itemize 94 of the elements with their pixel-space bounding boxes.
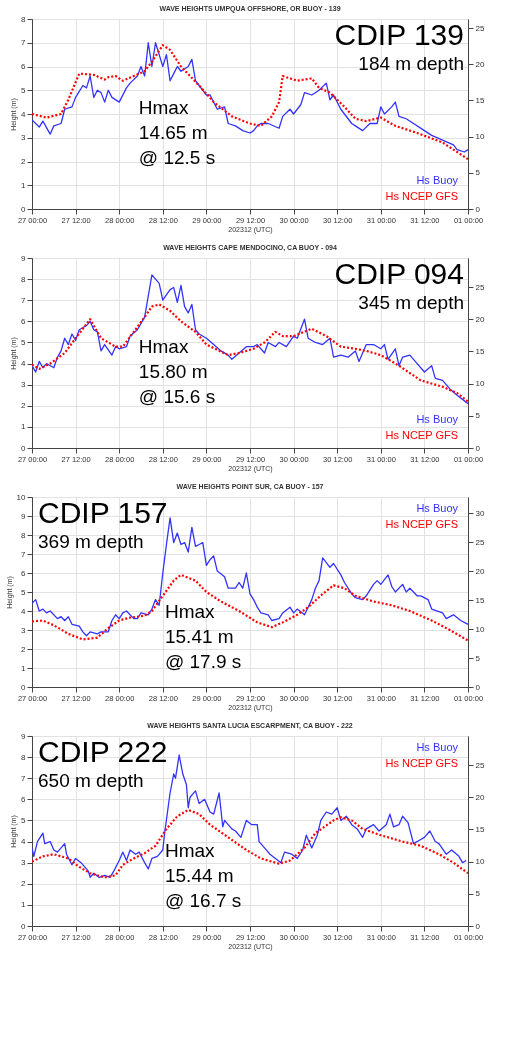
y-tick-label: 3 <box>21 625 27 635</box>
y-tick-label: 10 <box>16 492 27 502</box>
y-tick-label: 3 <box>21 858 27 868</box>
y-tick-label: 4 <box>21 109 27 119</box>
y-tick-label: 7 <box>21 773 27 783</box>
y-tick-label: 9 <box>21 731 27 741</box>
y2-tick-label: 10 <box>475 379 485 389</box>
y-tick-label: 9 <box>21 253 27 263</box>
y-tick-label: 6 <box>21 794 27 804</box>
annotation: CDIP 222 <box>38 735 168 768</box>
annotation: 15.80 m <box>138 360 208 382</box>
y-tick-label: 1 <box>21 900 27 910</box>
annotation: @ 12.5 s <box>138 146 216 168</box>
y-tick-label: 1 <box>21 180 27 190</box>
y2-tick-label: 10 <box>475 857 485 867</box>
annotation: Hmax <box>138 96 189 118</box>
y2-tick-label: 15 <box>475 346 485 356</box>
y-tick-label: 6 <box>21 316 27 326</box>
y2-tick-label: 15 <box>475 824 485 834</box>
annotation: CDIP 139 <box>334 18 464 51</box>
annotation: 650 m depth <box>38 770 144 791</box>
text: Hs Buoy <box>416 502 459 514</box>
annotation: Hmax <box>164 840 216 862</box>
y-tick-label: 2 <box>21 879 27 889</box>
y2-tick-label: 20 <box>475 566 485 576</box>
y-tick-label: 0 <box>21 443 27 453</box>
y2-tick-label: 15 <box>475 595 485 605</box>
y-tick-label: 8 <box>21 14 27 24</box>
annotation: Hmax <box>164 601 216 623</box>
y-tick-label: 7 <box>21 295 27 305</box>
y2-tick-label: 5 <box>475 653 481 663</box>
annotation: @ 17.9 s <box>164 651 242 673</box>
y-tick-label: 4 <box>21 359 27 369</box>
y2-tick-label: 5 <box>475 889 481 899</box>
annotation: 369 m depth <box>38 531 144 552</box>
y2-tick-label: 10 <box>475 132 485 142</box>
text: Hs NCEP GFS <box>385 518 458 530</box>
y-tick-label: 5 <box>21 337 27 347</box>
y2-tick-label: 10 <box>475 624 485 634</box>
y-tick-label: 8 <box>21 274 27 284</box>
y2-tick-label: 0 <box>475 443 481 453</box>
annotation: 14.65 m <box>138 121 208 143</box>
annotation: @ 16.7 s <box>164 890 242 912</box>
line-series <box>32 573 468 642</box>
y2-tick-label: 15 <box>475 95 485 105</box>
y-tick-label: 4 <box>21 837 27 847</box>
y2-tick-label: 5 <box>475 168 481 178</box>
y2-tick-label: 0 <box>475 204 481 214</box>
annotation: Hmax <box>138 335 189 357</box>
y-tick-label: 2 <box>21 644 27 654</box>
annotation: @ 15.6 s <box>138 385 216 407</box>
y2-tick-label: 25 <box>475 537 485 547</box>
y2-tick-label: 25 <box>475 23 485 33</box>
y-tick-label: 6 <box>21 568 27 578</box>
y-tick-label: 0 <box>21 921 27 931</box>
text: Hs Buoy <box>416 741 459 753</box>
y-tick-label: 0 <box>21 204 27 214</box>
y-tick-label: 4 <box>21 606 27 616</box>
annotation: CDIP 094 <box>334 257 464 290</box>
y-tick-label: 5 <box>21 815 27 825</box>
y-tick-label: 3 <box>21 133 27 143</box>
y-tick-label: 9 <box>21 511 27 521</box>
annotation: 184 m depth <box>358 53 464 74</box>
y-tick-label: 8 <box>21 530 27 540</box>
y-tick-label: 5 <box>21 85 27 95</box>
y-tick-label: 8 <box>21 752 27 762</box>
y-tick-label: 7 <box>21 549 27 559</box>
y-tick-label: 6 <box>21 62 27 71</box>
y-tick-label: 3 <box>21 380 27 390</box>
text: Hs NCEP GFS <box>385 429 458 441</box>
text: Hs NCEP GFS <box>385 757 458 769</box>
y2-tick-label: 5 <box>475 411 481 421</box>
y2-tick-label: 0 <box>475 921 481 931</box>
annotation: 345 m depth <box>358 292 464 313</box>
y-tick-label: 7 <box>21 38 27 48</box>
y2-tick-label: 20 <box>475 59 485 69</box>
y2-tick-label: 20 <box>475 792 485 802</box>
y-tick-label: 2 <box>21 401 27 411</box>
y-tick-label: 1 <box>21 663 27 673</box>
text: Hs NCEP GFS <box>385 190 458 202</box>
y2-tick-label: 0 <box>475 682 481 692</box>
y2-tick-label: 25 <box>475 760 485 770</box>
y2-tick-label: 30 <box>475 508 485 518</box>
series-label: Hs Buoy <box>416 413 459 425</box>
y2-tick-label: 25 <box>475 282 485 292</box>
annotation: 15.44 m <box>164 865 234 887</box>
y2-tick-label: 20 <box>475 314 485 324</box>
y-tick-label: 1 <box>21 422 27 432</box>
y-tick-label: 0 <box>21 682 27 692</box>
annotation: 15.41 m <box>164 626 234 648</box>
y-tick-label: 5 <box>21 587 27 597</box>
y-tick-label: 2 <box>21 157 27 166</box>
annotation: CDIP 157 <box>38 496 168 529</box>
text: Hs Buoy <box>416 174 459 186</box>
